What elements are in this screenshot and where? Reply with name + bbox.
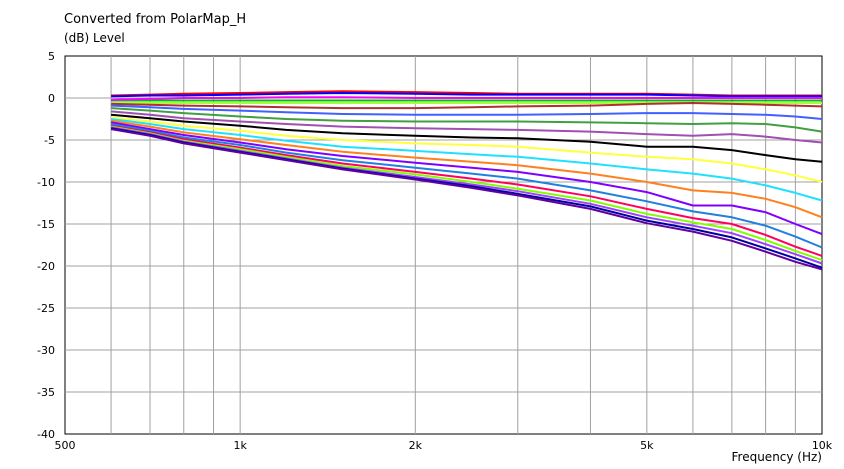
series-line-12 xyxy=(110,118,823,202)
series-line-15 xyxy=(110,123,823,249)
series-line-8 xyxy=(111,107,823,133)
series-line-9 xyxy=(111,110,823,144)
x-tick-label: 5k xyxy=(640,439,654,452)
y-tick-label: -30 xyxy=(37,344,55,357)
y-tick-label: -10 xyxy=(37,176,55,189)
series-line-20 xyxy=(110,128,823,271)
series-line-2 xyxy=(111,92,822,98)
series-line-17 xyxy=(110,125,823,262)
series-line-6 xyxy=(111,102,823,110)
y-tick-label: -25 xyxy=(37,302,55,315)
chart-title: Converted from PolarMap_H xyxy=(64,12,247,27)
series-line-10 xyxy=(111,113,823,163)
y-tick-label: -40 xyxy=(37,428,55,441)
series-line-11 xyxy=(110,116,823,183)
y-tick-label: -20 xyxy=(37,260,55,273)
series-line-7 xyxy=(111,104,823,120)
x-tick-label: 10k xyxy=(812,439,833,452)
x-tick-labels: 500 1k 2k 5k 10k xyxy=(55,439,833,452)
y-tick-labels: 5 0 -5 -10 -15 -20 -25 -30 -35 -40 xyxy=(37,50,55,441)
x-axis-label: Frequency (Hz) xyxy=(731,450,823,464)
y-axis-label: (dB) Level xyxy=(64,31,125,45)
x-tick-label: 500 xyxy=(55,439,76,452)
series-line-4 xyxy=(111,96,822,101)
series-line-13 xyxy=(110,119,823,219)
series-line-14 xyxy=(110,121,823,236)
x-tick-label: 2k xyxy=(409,439,423,452)
x-tick-label: 1k xyxy=(233,439,247,452)
y-tick-label: -35 xyxy=(37,386,55,399)
series-line-16 xyxy=(110,124,823,257)
series-group xyxy=(110,90,823,271)
y-tick-label: 5 xyxy=(48,50,55,63)
y-tick-label: -15 xyxy=(37,218,55,231)
y-tick-label: 0 xyxy=(48,92,55,105)
y-tick-label: -5 xyxy=(44,134,55,147)
